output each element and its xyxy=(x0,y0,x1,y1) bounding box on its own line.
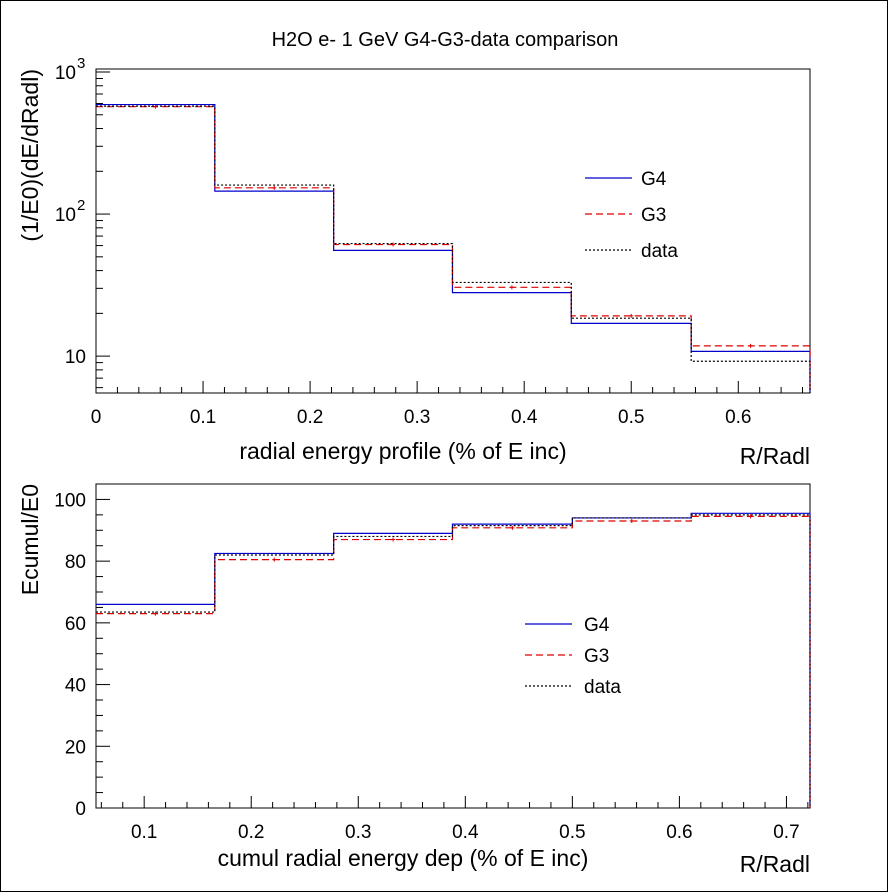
x-tick-label: 0.3 xyxy=(345,822,371,843)
x-tick-label: 0.1 xyxy=(190,407,216,428)
data-point-marker xyxy=(391,537,396,542)
y-tick-exponent: 3 xyxy=(77,55,85,72)
data-point-marker xyxy=(272,557,277,562)
y-tick-label: 80 xyxy=(65,552,86,573)
x-axis-unit: R/Radl xyxy=(740,851,810,877)
x-tick-label: 0.7 xyxy=(773,822,799,843)
x-tick-label: 0.6 xyxy=(725,407,751,428)
legend-label-G3: G3 xyxy=(641,205,666,226)
bottom-plot-cumulative: 0.1 0.2 0.3 0.4 0.5 0.6 0.7 0 20 40 60 80 100 G4 G3 dat… xyxy=(17,483,811,877)
legend-label-G4: G4 xyxy=(641,169,667,190)
data-point-marker xyxy=(510,525,515,530)
x-tick-label: 0.3 xyxy=(404,407,430,428)
y-tick-label: 0 xyxy=(75,799,86,820)
y-axis-title: Ecumul/E0 xyxy=(17,484,43,595)
figure-title: H2O e- 1 GeV G4-G3-data comparison xyxy=(272,29,619,51)
series-line-data xyxy=(96,105,811,393)
data-point-marker xyxy=(153,104,158,109)
x-axis-title: cumul radial energy dep (% of E inc) xyxy=(218,845,589,871)
x-tick-label: 0 xyxy=(91,407,102,428)
data-point-marker xyxy=(629,519,634,524)
y-tick-label: 20 xyxy=(65,737,86,758)
data-point-marker xyxy=(272,185,277,190)
data-point-marker xyxy=(153,611,158,616)
y-tick-label: 10 xyxy=(65,347,86,368)
y-tick-label: 60 xyxy=(65,614,86,635)
legend-label-data: data xyxy=(584,677,621,698)
data-point-marker xyxy=(509,285,514,290)
legend-label-G4: G4 xyxy=(584,615,610,636)
x-tick-label: 0.1 xyxy=(131,822,157,843)
y-tick-exponent: 2 xyxy=(77,197,85,214)
y-tick-label: 40 xyxy=(65,676,86,697)
x-tick-label: 0.6 xyxy=(666,822,692,843)
series-line-G4 xyxy=(96,512,811,808)
y-tick-label: 10 xyxy=(55,205,76,226)
legend-label-data: data xyxy=(641,241,678,262)
legend-label-G3: G3 xyxy=(584,646,609,667)
series-line-G3 xyxy=(96,106,811,393)
y-axis-title: (1/E0)(dE/dRadl) xyxy=(17,69,43,242)
series-line-G3 xyxy=(96,515,811,808)
x-axis-title: radial energy profile (% of E inc) xyxy=(239,438,566,464)
y-tick-label: 100 xyxy=(54,490,86,511)
data-point-marker xyxy=(629,313,634,318)
data-point-marker xyxy=(748,514,753,519)
x-tick-label: 0.4 xyxy=(452,822,479,843)
x-axis-unit: R/Radl xyxy=(740,443,810,469)
x-tick-label: 0.2 xyxy=(238,822,264,843)
data-point-marker xyxy=(748,343,753,348)
plot-area xyxy=(95,68,811,394)
x-tick-label: 0.5 xyxy=(559,822,585,843)
x-tick-label: 0.2 xyxy=(297,407,323,428)
x-tick-label: 0.5 xyxy=(618,407,644,428)
x-tick-label: 0.4 xyxy=(511,407,538,428)
series-line-data xyxy=(96,514,811,808)
y-tick-label: 10 xyxy=(55,63,76,84)
data-point-marker xyxy=(391,242,396,247)
